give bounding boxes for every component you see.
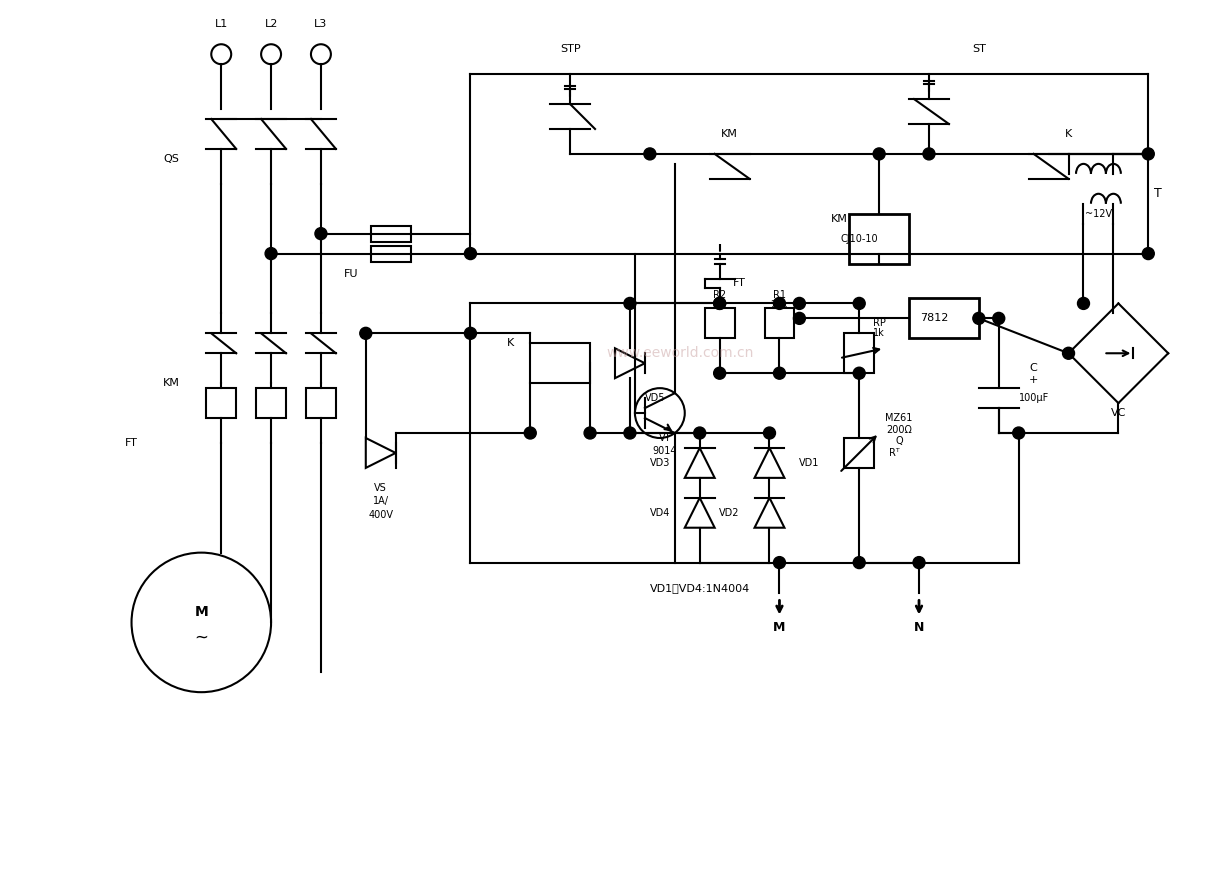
- Text: KM: KM: [722, 129, 737, 139]
- Circle shape: [1077, 298, 1089, 309]
- Bar: [530, 343, 590, 383]
- Circle shape: [713, 368, 725, 379]
- Circle shape: [464, 248, 476, 259]
- Circle shape: [1143, 248, 1154, 259]
- Circle shape: [773, 368, 785, 379]
- Text: L3: L3: [314, 19, 327, 30]
- Text: 100μF: 100μF: [1018, 393, 1049, 403]
- Bar: [256, 388, 286, 418]
- Circle shape: [315, 228, 327, 239]
- Circle shape: [524, 427, 536, 439]
- Bar: [206, 388, 236, 418]
- Text: 200Ω: 200Ω: [886, 425, 912, 435]
- Text: www.eeworld.com.cn: www.eeworld.com.cn: [606, 347, 753, 361]
- Bar: [306, 388, 336, 418]
- Text: C: C: [1029, 363, 1038, 374]
- Text: R1: R1: [773, 291, 786, 300]
- Bar: [844, 438, 874, 468]
- Text: 1A/: 1A/: [372, 496, 388, 505]
- Bar: [764, 308, 795, 339]
- Text: Rᵀ: Rᵀ: [889, 448, 900, 458]
- Bar: [371, 226, 410, 242]
- Bar: [705, 308, 735, 339]
- Bar: [910, 299, 979, 339]
- Circle shape: [853, 557, 866, 568]
- Circle shape: [873, 148, 885, 160]
- Text: 1k: 1k: [714, 300, 725, 311]
- Text: KM: KM: [162, 378, 179, 388]
- Circle shape: [794, 298, 806, 309]
- Circle shape: [713, 298, 725, 309]
- Text: ~12V: ~12V: [1085, 209, 1112, 219]
- Circle shape: [624, 298, 636, 309]
- Text: RP: RP: [873, 319, 885, 328]
- Circle shape: [763, 427, 775, 439]
- Text: Q: Q: [895, 436, 902, 446]
- Circle shape: [464, 327, 476, 340]
- Circle shape: [853, 298, 866, 309]
- Circle shape: [853, 368, 866, 379]
- Circle shape: [694, 427, 706, 439]
- Text: 9014: 9014: [652, 446, 678, 456]
- Text: VC: VC: [1111, 408, 1126, 418]
- Circle shape: [584, 427, 596, 439]
- Circle shape: [1143, 148, 1154, 160]
- Text: ST: ST: [972, 45, 985, 54]
- Circle shape: [773, 557, 785, 568]
- Text: T: T: [1154, 188, 1162, 200]
- Circle shape: [1062, 347, 1074, 360]
- Circle shape: [713, 298, 725, 309]
- Text: ~: ~: [194, 629, 209, 646]
- Bar: [844, 333, 874, 373]
- Text: 400V: 400V: [369, 510, 393, 519]
- Text: 1k: 1k: [873, 328, 885, 339]
- Text: M: M: [194, 606, 209, 620]
- Text: VD1～VD4:1N4004: VD1～VD4:1N4004: [650, 582, 750, 593]
- Circle shape: [993, 313, 1005, 325]
- Circle shape: [643, 148, 656, 160]
- Circle shape: [773, 298, 785, 309]
- Text: VD5: VD5: [645, 393, 665, 403]
- Circle shape: [265, 248, 277, 259]
- Text: K: K: [1065, 129, 1072, 139]
- Text: 20k: 20k: [770, 300, 789, 311]
- Text: QS: QS: [164, 154, 179, 164]
- Text: 7812: 7812: [919, 313, 949, 323]
- Circle shape: [923, 148, 935, 160]
- Text: FT: FT: [125, 438, 138, 448]
- Circle shape: [360, 327, 371, 340]
- Text: L2: L2: [265, 19, 277, 30]
- Text: VD1: VD1: [800, 458, 819, 468]
- Bar: [850, 214, 910, 264]
- Circle shape: [1012, 427, 1024, 439]
- Text: K: K: [507, 339, 514, 348]
- Text: VT: VT: [658, 433, 672, 443]
- Circle shape: [794, 313, 806, 325]
- Text: M: M: [773, 621, 785, 634]
- Circle shape: [913, 557, 926, 568]
- Text: VD4: VD4: [650, 508, 670, 518]
- Text: R2: R2: [713, 291, 726, 300]
- Text: VS: VS: [375, 483, 387, 493]
- Text: CJ10-10: CJ10-10: [840, 234, 878, 244]
- Text: VD2: VD2: [719, 508, 740, 518]
- Text: STP: STP: [559, 45, 580, 54]
- Bar: [371, 245, 410, 262]
- Circle shape: [624, 427, 636, 439]
- Text: FT: FT: [733, 278, 746, 288]
- Text: FU: FU: [343, 269, 358, 278]
- Text: +: +: [1029, 375, 1038, 385]
- Circle shape: [973, 313, 985, 325]
- Text: N: N: [913, 621, 924, 634]
- Text: VD3: VD3: [650, 458, 670, 468]
- Text: MZ61: MZ61: [885, 413, 913, 423]
- Text: KM: KM: [830, 214, 847, 223]
- Text: L1: L1: [215, 19, 228, 30]
